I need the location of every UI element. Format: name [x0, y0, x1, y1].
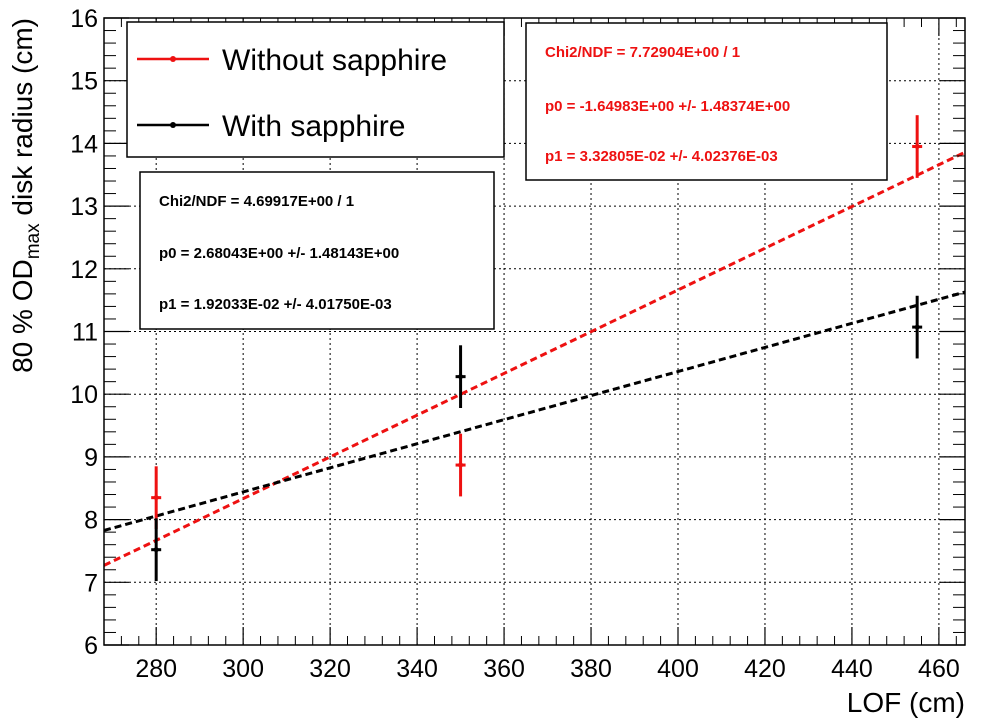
legend-marker-with-sapphire — [170, 122, 176, 128]
fit-line-series-0 — [103, 150, 966, 567]
y-axis-title-prefix: 80 % OD — [7, 259, 38, 373]
y-axis-title: 80 % ODmax disk radius (cm) — [7, 18, 44, 373]
y-tick-label: 7 — [84, 569, 98, 597]
data-point — [153, 495, 159, 501]
x-tick-label: 340 — [396, 655, 438, 683]
x-tick-label: 460 — [918, 655, 960, 683]
fit-stats-red: Chi2/NDF = 7.72904E+00 / 1 p0 = -1.64983… — [525, 22, 888, 181]
legend-label-without-sapphire: Without sapphire — [222, 44, 447, 77]
data-point — [458, 374, 464, 380]
fit-stats-black-p0: p0 = 2.68043E+00 +/- 1.48143E+00 — [159, 245, 399, 262]
fit-line-series-1 — [103, 290, 966, 532]
x-tick-label: 360 — [483, 655, 525, 683]
y-tick-label: 9 — [84, 444, 98, 472]
y-tick-label: 10 — [70, 381, 98, 409]
fit-stats-red-chi2: Chi2/NDF = 7.72904E+00 / 1 — [545, 44, 740, 61]
fit-stats-black-box — [139, 171, 495, 330]
y-tick-label: 8 — [84, 507, 98, 535]
fit-stats-red-box — [525, 22, 888, 181]
fit-lines — [103, 150, 966, 567]
data-point — [458, 462, 464, 468]
fit-stats-red-p1: p1 = 3.32805E-02 +/- 4.02376E-03 — [545, 148, 778, 165]
data-point — [914, 324, 920, 330]
fit-stats-red-p0: p0 = -1.64983E+00 +/- 1.48374E+00 — [545, 98, 790, 115]
legend-label-with-sapphire: With sapphire — [222, 110, 405, 143]
x-tick-label: 320 — [309, 655, 351, 683]
x-tick-label: 380 — [570, 655, 612, 683]
y-tick-labels: 6 7 8 9 10 11 12 13 14 15 16 — [70, 5, 98, 660]
legend-marker-without-sapphire — [170, 56, 176, 62]
x-tick-label: 420 — [744, 655, 786, 683]
fit-stats-black-p1: p1 = 1.92033E-02 +/- 4.01750E-03 — [159, 296, 392, 313]
legend-box — [126, 21, 505, 158]
data-points — [151, 115, 923, 582]
y-axis-title-subscript: max — [23, 223, 44, 259]
x-axis-title: LOF (cm) — [847, 687, 965, 718]
y-tick-label: 15 — [70, 68, 98, 96]
y-tick-label: 11 — [72, 319, 98, 347]
data-point — [153, 547, 159, 553]
y-axis-title-suffix: disk radius (cm) — [7, 18, 38, 223]
y-tick-label: 12 — [70, 256, 98, 284]
x-tick-label: 280 — [135, 655, 177, 683]
y-tick-label: 6 — [84, 632, 98, 660]
y-tick-label: 14 — [70, 130, 98, 158]
legend: Without sapphire With sapphire — [126, 21, 505, 158]
fit-stats-black: Chi2/NDF = 4.69917E+00 / 1 p0 = 2.68043E… — [139, 171, 495, 330]
x-tick-label: 440 — [831, 655, 873, 683]
x-tick-label: 300 — [222, 655, 264, 683]
fit-stats-black-chi2: Chi2/NDF = 4.69917E+00 / 1 — [159, 193, 354, 210]
x-tick-labels: 280 300 320 340 360 380 400 420 440 460 — [135, 655, 959, 683]
data-point — [914, 144, 920, 150]
axis-ticks — [103, 17, 965, 646]
y-tick-label: 16 — [70, 5, 98, 33]
y-tick-label: 13 — [70, 193, 98, 221]
x-tick-label: 400 — [657, 655, 699, 683]
